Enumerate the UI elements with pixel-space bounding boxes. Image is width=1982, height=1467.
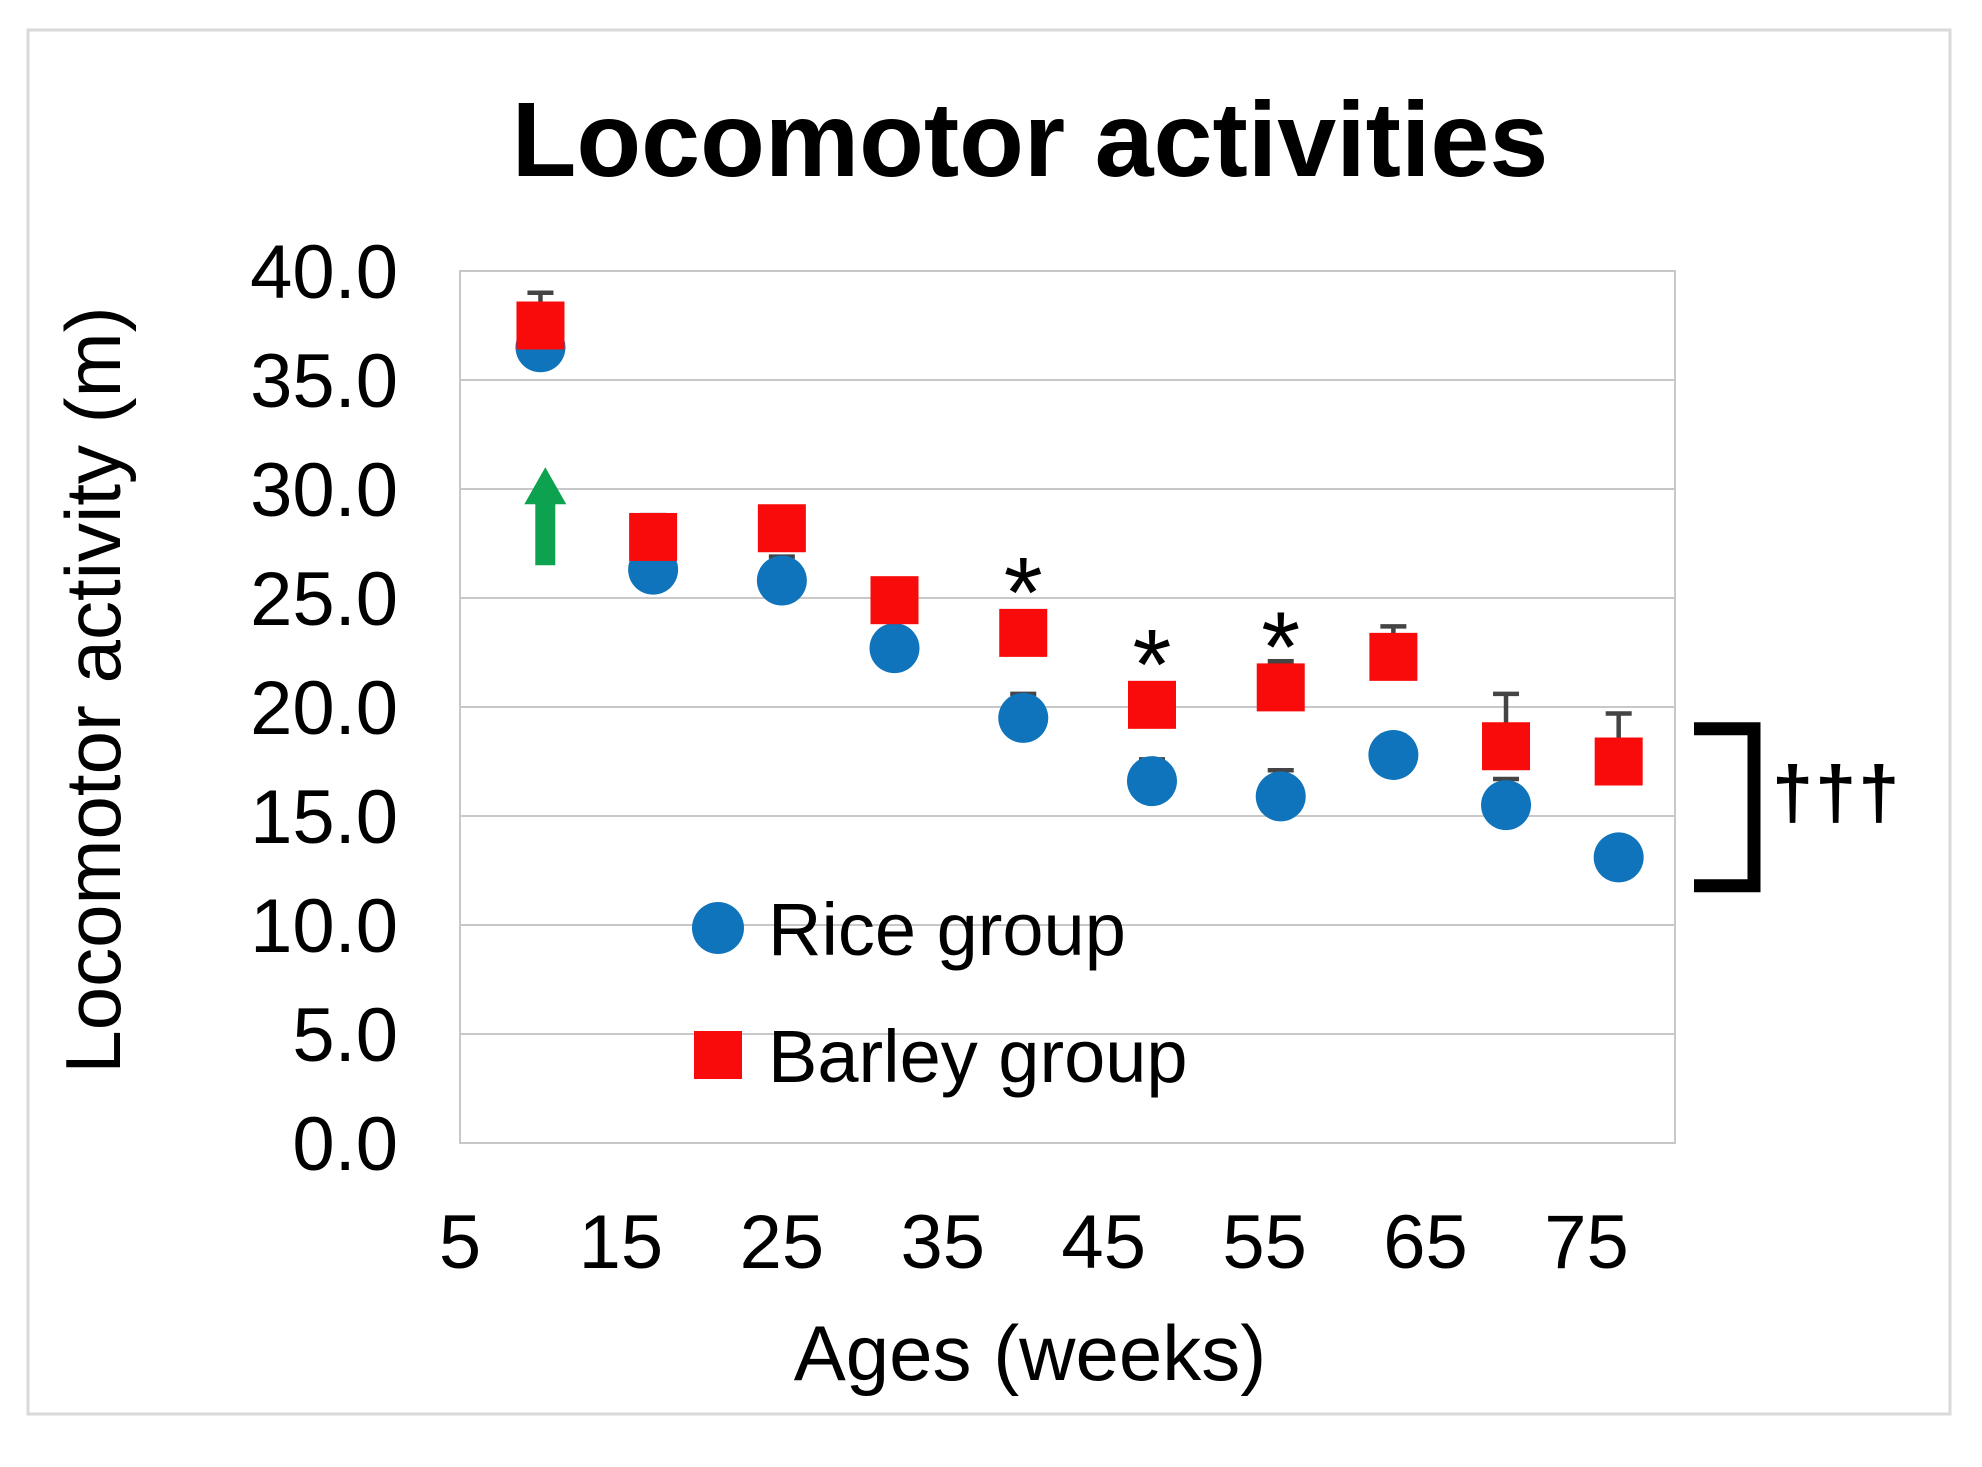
data-point-rice	[1255, 771, 1306, 822]
data-point-barley	[999, 608, 1048, 657]
y-tick-label: 40.0	[250, 230, 398, 315]
x-tick-label: 65	[1383, 1200, 1468, 1285]
dagger-annotation: †††	[1772, 751, 1901, 834]
data-point-barley	[516, 301, 565, 350]
x-tick-label: 55	[1222, 1200, 1307, 1285]
y-tick-label: 10.0	[250, 884, 398, 969]
significance-asterisk: *	[1004, 537, 1043, 649]
legend-label-rice: Rice group	[768, 888, 1126, 971]
chart-title: Locomotor activities	[512, 81, 1549, 199]
y-tick-label: 30.0	[250, 448, 398, 533]
y-tick-label: 5.0	[292, 993, 398, 1078]
data-point-rice	[1593, 832, 1644, 883]
significance-bracket	[1694, 722, 1761, 893]
x-tick-label: 5	[439, 1200, 481, 1285]
x-tick-label: 45	[1061, 1200, 1146, 1285]
data-point-rice	[756, 555, 807, 606]
legend-marker-rice-icon	[692, 902, 744, 954]
y-tick-label: 0.0	[292, 1102, 398, 1187]
x-tick-label: 25	[740, 1200, 825, 1285]
data-point-barley	[1482, 722, 1531, 771]
data-point-rice	[869, 623, 920, 674]
data-point-barley	[870, 576, 919, 625]
data-point-rice	[1481, 780, 1532, 831]
x-tick-label: 35	[901, 1200, 986, 1285]
y-tick-label: 25.0	[250, 557, 398, 642]
x-tick-label: 75	[1544, 1200, 1629, 1285]
green-up-arrow-icon	[524, 467, 567, 566]
y-tick-label: 35.0	[250, 339, 398, 424]
data-point-barley	[757, 504, 806, 553]
significance-asterisk: *	[1261, 591, 1300, 703]
data-point-rice	[998, 692, 1049, 743]
y-tick-label: 20.0	[250, 666, 398, 751]
legend-label-barley: Barley group	[768, 1015, 1188, 1098]
data-point-barley	[1594, 737, 1643, 786]
data-point-rice	[1126, 756, 1177, 807]
data-point-barley	[1127, 680, 1176, 729]
significance-asterisk: *	[1133, 609, 1172, 721]
x-axis-title: Ages (weeks)	[794, 1309, 1267, 1397]
data-point-barley	[1369, 632, 1418, 681]
data-point-barley	[1256, 663, 1305, 712]
data-point-barley	[629, 512, 678, 561]
data-point-rice	[1368, 729, 1419, 780]
x-tick-label: 15	[579, 1200, 664, 1285]
y-tick-label: 15.0	[250, 775, 398, 860]
y-axis-title: Locomotor activity (m)	[49, 306, 137, 1073]
legend-marker-barley-icon	[694, 1031, 742, 1079]
plot-border	[459, 270, 1676, 1144]
figure-frame	[26, 28, 1952, 1416]
